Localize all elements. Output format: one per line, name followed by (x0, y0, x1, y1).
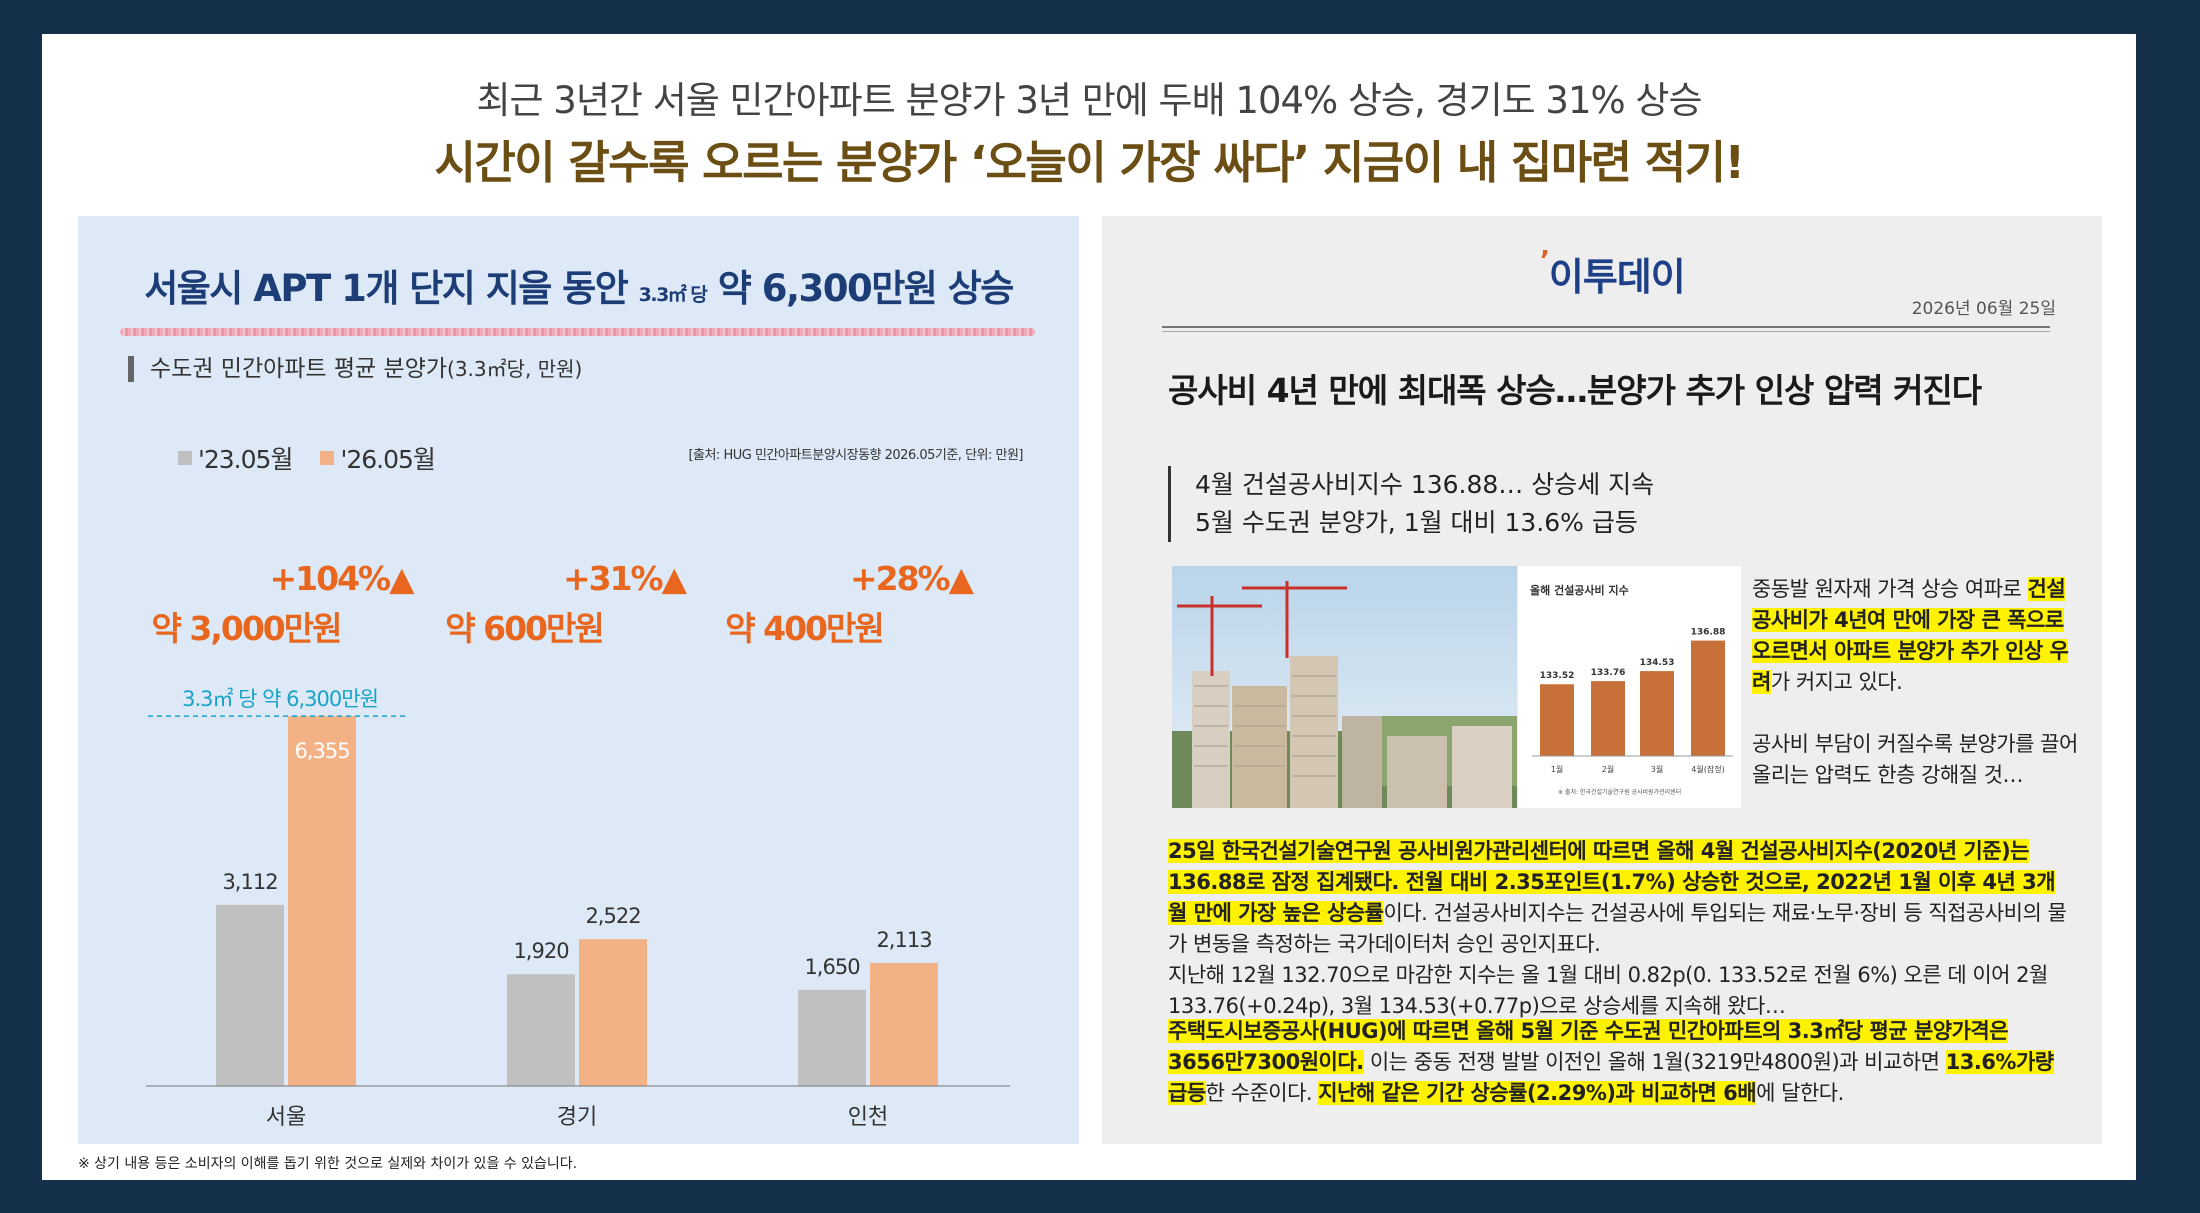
subhead-1: 4월 건설공사비지수 136.88… 상승세 지속 (1195, 470, 1655, 499)
article-date: 2026년 06월 25일 (1911, 299, 2056, 319)
mini-category-1: 2월 (1602, 764, 1614, 774)
bar-label-1-1: 2,522 (585, 904, 640, 928)
p2-a: 이는 중동 전쟁 발발 이전인 올해 1월(3219만4800원)과 비교하면 (1363, 1050, 1946, 1074)
annotation-pct-1: +31%▲ (563, 559, 688, 598)
mini-bar-label-3: 136.88 (1691, 628, 1726, 638)
side-p1-b: 가 커지고 있다. (1770, 670, 1903, 694)
mini-chart: 올해 건설공사비 지수 133.52 1월 133.76 2월 134.53 3월 136.8… (1518, 566, 1741, 808)
chart-source: [출처: HUG 민간아파트분양시장동향 2026.05기준, 단위: 만원] (688, 448, 1023, 463)
logo-text: 이투데이 (1548, 255, 1686, 299)
newspaper-logo: ’이투데이 (1540, 246, 1686, 299)
footnote: ※ 상기 내용 등은 소비자의 이해를 돕기 위한 것으로 실제와 차이가 있을… (78, 1156, 578, 1172)
rule-line-thin (1162, 331, 2050, 332)
decorative-divider (120, 328, 1035, 336)
category-label-2: 인천 (848, 1105, 888, 1130)
legend-swatch-gray (178, 451, 192, 465)
left-title-small: 3.3㎡ 당 (638, 284, 708, 306)
bar-1-1 (579, 939, 647, 1086)
article-headline: 공사비 4년 만에 최대폭 상승…분양가 추가 인상 압력 커진다 (1168, 371, 1982, 410)
p1-last: 지난해 12월 132.70으로 마감한 지수는 올 1월 대비 0.82p(0… (1168, 963, 2048, 1018)
rule-line (1162, 326, 2050, 328)
legend-label-2023: '23.05월 (198, 445, 293, 474)
mini-bar-label-0: 133.52 (1540, 671, 1575, 681)
annotation-pct-2: +28%▲ (850, 559, 975, 598)
sheet: 최근 3년간 서울 민간아파트 분양가 3년 만에 두배 104% 상승, 경기… (42, 34, 2136, 1180)
category-label-0: 서울 (266, 1105, 306, 1130)
p2-c: 에 달한다. (1756, 1081, 1844, 1105)
mini-category-2: 3월 (1651, 764, 1663, 774)
mini-bar-3 (1691, 640, 1725, 756)
construction-photo (1172, 566, 1517, 808)
mini-bar-1 (1591, 681, 1625, 756)
bar-label-0-0: 3,112 (222, 870, 277, 894)
mini-chart-source: ※ 출처: 한국건설기술연구원 공사비원가관리센터 (1558, 788, 1681, 796)
left-title-b: 약 6,300만원 상승 (717, 267, 1015, 310)
side-p1-a: 중동발 원자재 가격 상승 여파로 (1752, 577, 2028, 601)
article-panel: ’이투데이 2026년 06월 25일 공사비 4년 만에 최대폭 상승…분양가… (1102, 216, 2102, 1144)
legend-label-2026: '26.05월 (340, 445, 435, 474)
annotation-amount-1: 약 600만원 (445, 609, 602, 648)
left-title: 서울시 APT 1개 단지 지을 동안 3.3㎡ 당 약 6,300만원 상승 (78, 258, 1079, 312)
bar-label-2-0: 1,650 (804, 955, 859, 979)
subhead-2: 5월 수도권 분양가, 1월 대비 13.6% 급등 (1195, 508, 1638, 537)
side-paragraph-2: 공사비 부담이 커질수록 분양가를 끌어올리는 압력도 한층 강해질 것… (1752, 732, 2078, 787)
bar-1-0 (507, 974, 575, 1086)
article-paragraph-2: 주택도시보증공사(HUG)에 따르면 올해 5월 기준 수도권 민간아파트의 3… (1168, 1016, 2068, 1109)
bar-0-0 (216, 904, 284, 1086)
legend-item-2023: '23.05월 (178, 440, 293, 476)
p2-b: 한 수준이다. (1205, 1081, 1319, 1105)
chart-subtitle: 수도권 민간아파트 평균 분양가(3.3㎡당, 만원) (128, 356, 582, 382)
chart-subtitle-unit: (3.3㎡당, 만원) (447, 357, 583, 381)
side-text: 중동발 원자재 가격 상승 여파로 건설공사비가 4년여 만에 가장 큰 폭으로… (1752, 574, 2082, 791)
annotation-pct-0: +104%▲ (270, 559, 416, 598)
mini-bar-2 (1640, 671, 1674, 756)
legend-item-2026: '26.05월 (320, 440, 436, 476)
side-paragraph-1: 중동발 원자재 가격 상승 여파로 건설공사비가 4년여 만에 가장 큰 폭으로… (1752, 574, 2082, 698)
left-panel: 서울시 APT 1개 단지 지을 동안 3.3㎡ 당 약 6,300만원 상승 … (78, 216, 1079, 1144)
mini-category-0: 1월 (1551, 764, 1563, 774)
chart-subtitle-text: 수도권 민간아파트 평균 분양가 (150, 356, 448, 382)
bar-chart: 3,112 6,355 서울 +104%▲ 약 3,000만원 1,920 2,522 경기 +… (146, 559, 1010, 1130)
annotation-amount-2: 약 400만원 (725, 609, 882, 648)
chart-legend: '23.05월 '26.05월 (178, 440, 436, 476)
p1-rest: 이다. 건설공사비지수는 건설공사에 투입되는 재료·노무·장비 등 직접공사비… (1168, 901, 2067, 956)
mini-category-3: 4월(잠정) (1691, 764, 1724, 774)
legend-swatch-orange (320, 451, 335, 465)
left-title-a: 서울시 APT 1개 단지 지을 동안 (144, 267, 629, 310)
mini-bar-label-2: 134.53 (1640, 658, 1675, 668)
bar-label-1-0: 1,920 (513, 939, 568, 963)
mini-bar-chart: 올해 건설공사비 지수 133.52 1월 133.76 2월 134.53 3월 136.8… (1530, 583, 1733, 796)
header-subtitle: 최근 3년간 서울 민간아파트 분양가 3년 만에 두배 104% 상승, 경기… (476, 79, 1702, 122)
header-title: 시간이 갈수록 오르는 분양가 ‘오늘이 가장 싸다’ 지금이 내 집마련 적기… (434, 136, 1745, 189)
p2-highlight-3: 지난해 같은 기간 상승률(2.29%)과 비교하면 6배 (1318, 1081, 1757, 1105)
reference-label: 3.3㎡ 당 약 6,300만원 (182, 687, 378, 711)
article-paragraph-1: 25일 한국건설기술연구원 공사비원가관리센터에 따르면 올해 4월 건설공사비… (1168, 836, 2068, 1022)
mini-chart-title: 올해 건설공사비 지수 (1530, 583, 1629, 597)
bar-0-1 (288, 716, 356, 1086)
mini-bar-label-1: 133.76 (1591, 668, 1626, 678)
construction-image (1172, 566, 1517, 808)
bar-label-2-1: 2,113 (876, 928, 931, 952)
bar-label-0-1: 6,355 (294, 739, 349, 763)
bar-2-1 (870, 963, 938, 1086)
bar-2-0 (798, 989, 866, 1086)
mini-bar-0 (1540, 684, 1574, 756)
annotation-amount-0: 약 3,000만원 (152, 609, 341, 648)
article-subheads: 4월 건설공사비지수 136.88… 상승세 지속 5월 수도권 분양가, 1월… (1168, 466, 1654, 542)
category-label-1: 경기 (557, 1105, 597, 1130)
